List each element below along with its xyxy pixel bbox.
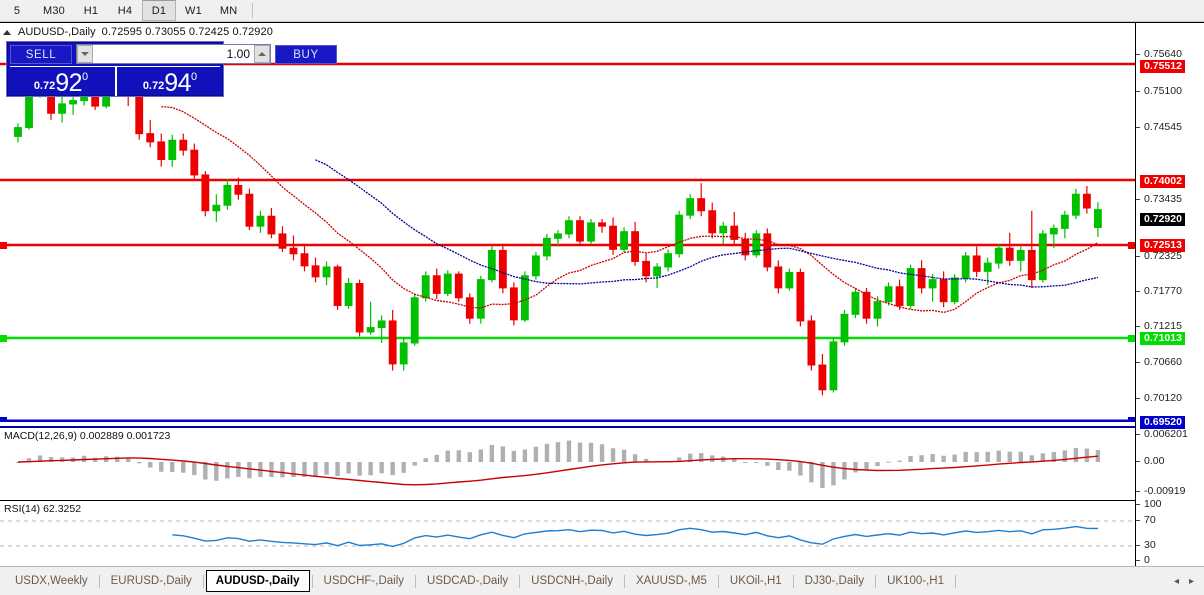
one-click-trading-panel[interactable]: SELL BUY 0.72 92 0 0.72 94 0 bbox=[6, 41, 337, 97]
sell-price-fraction: 0 bbox=[82, 71, 89, 83]
rsi-tick: 30 bbox=[1136, 539, 1204, 551]
tab-scroll-right-icon[interactable]: ▸ bbox=[1188, 575, 1194, 587]
timeframe-button-h1[interactable]: H1 bbox=[83, 4, 99, 17]
macd-canvas bbox=[15, 440, 1101, 488]
moving-average-slow bbox=[315, 159, 1099, 288]
macd-tick: 0.006201 bbox=[1136, 428, 1204, 440]
candlestick-series bbox=[14, 70, 1102, 396]
volume-input[interactable] bbox=[93, 45, 254, 63]
sell-price-prefix: 0.72 bbox=[33, 80, 56, 92]
price-tick: 0.72325 bbox=[1136, 250, 1204, 262]
tab-divider bbox=[311, 574, 313, 588]
chart-tab-usdx-weekly[interactable]: USDX,Weekly bbox=[15, 575, 88, 587]
chart-tab-audusd-daily[interactable]: AUDUSD-,Daily bbox=[205, 570, 310, 592]
toolbar-divider bbox=[252, 3, 254, 18]
chart-tab-bar: USDX,Weekly EURUSD-,Daily AUDUSD-,Daily USD… bbox=[0, 566, 1204, 595]
macd-pane[interactable]: MACD(12,26,9) 0.002889 0.001723 bbox=[0, 426, 1135, 497]
price-chart-canvas bbox=[0, 62, 1135, 422]
timeframe-button-m5[interactable]: 5 bbox=[13, 4, 21, 17]
tab-divider bbox=[623, 574, 625, 588]
price-tick: 0.75100 bbox=[1136, 85, 1204, 97]
tab-divider bbox=[875, 574, 877, 588]
sell-price-quote[interactable]: 0.72 92 0 bbox=[7, 66, 115, 96]
sell-price-pips: 92 bbox=[55, 69, 83, 97]
tab-scroll-controls: ◂ ▸ bbox=[1174, 576, 1204, 587]
collapse-triangle-icon[interactable] bbox=[3, 29, 11, 35]
chart-tab-usdcnh-daily[interactable]: USDCNH-,Daily bbox=[531, 575, 613, 587]
rsi-pane[interactable]: RSI(14) 62.3252 bbox=[0, 500, 1135, 566]
price-label-resistance-2[interactable]: 0.74002 bbox=[1140, 175, 1185, 188]
chart-tab-usdchf-daily[interactable]: USDCHF-,Daily bbox=[323, 575, 405, 587]
tab-divider bbox=[792, 574, 794, 588]
buy-price-pips: 94 bbox=[164, 69, 192, 97]
price-tick: 0.70660 bbox=[1136, 356, 1204, 368]
timeframe-button-mn[interactable]: MN bbox=[219, 4, 238, 17]
buy-price-fraction: 0 bbox=[191, 71, 198, 83]
price-label-support[interactable]: 0.71013 bbox=[1140, 332, 1185, 345]
octp-quotes-row: 0.72 92 0 0.72 94 0 bbox=[7, 66, 223, 96]
volume-increase-icon[interactable] bbox=[254, 45, 270, 63]
tab-divider bbox=[519, 574, 521, 588]
buy-price-quote[interactable]: 0.72 94 0 bbox=[115, 66, 223, 96]
buy-button[interactable]: BUY bbox=[275, 44, 337, 64]
timeframe-button-d1[interactable]: D1 bbox=[142, 0, 176, 21]
macd-signal-line bbox=[17, 455, 1098, 486]
tab-divider bbox=[717, 574, 719, 588]
price-tick: 0.75640 bbox=[1136, 48, 1204, 60]
macd-tick: 0.00 bbox=[1136, 455, 1204, 467]
price-tick: 0.73435 bbox=[1136, 193, 1204, 205]
timeframe-button-m30[interactable]: M30 bbox=[43, 4, 65, 17]
volume-stepper[interactable] bbox=[76, 44, 271, 64]
tab-divider bbox=[202, 574, 204, 588]
price-label-floor[interactable]: 0.69520 bbox=[1140, 416, 1185, 429]
chart-area[interactable]: AUDUSD-,Daily 0.72595 0.73055 0.72425 0.… bbox=[0, 22, 1204, 587]
chart-ohlc-values: 0.72595 0.73055 0.72425 0.72920 bbox=[101, 26, 273, 38]
rsi-tick: 100 bbox=[1136, 498, 1204, 510]
price-label-resistance-1[interactable]: 0.75512 bbox=[1140, 60, 1185, 73]
macd-tick: -0.00919 bbox=[1136, 485, 1204, 497]
sell-button[interactable]: SELL bbox=[10, 44, 72, 64]
chart-tab-usdcad-daily[interactable]: USDCAD-,Daily bbox=[427, 575, 509, 587]
octp-controls-row: SELL BUY bbox=[7, 42, 337, 66]
volume-decrease-icon[interactable] bbox=[77, 45, 93, 63]
price-label-resistance-3[interactable]: 0.72513 bbox=[1140, 239, 1185, 252]
chart-tab-xauusd-m5[interactable]: XAUUSD-,M5 bbox=[635, 575, 707, 587]
chart-tab-eurusd-daily[interactable]: EURUSD-,Daily bbox=[110, 575, 192, 587]
timeframe-button-h4[interactable]: H4 bbox=[117, 4, 133, 17]
price-tick: 0.71215 bbox=[1136, 320, 1204, 332]
rsi-canvas bbox=[0, 520, 1135, 548]
chart-title-bar: AUDUSD-,Daily 0.72595 0.73055 0.72425 0.… bbox=[3, 26, 273, 38]
price-tick: 0.70120 bbox=[1136, 392, 1204, 404]
tab-divider bbox=[954, 574, 956, 588]
price-axis[interactable]: 0.75640 0.75100 0.74545 0.73435 0.72325 … bbox=[1135, 23, 1204, 567]
tab-scroll-left-icon[interactable]: ◂ bbox=[1173, 575, 1179, 587]
timeframe-toolbar: 5 M30 H1 H4 D1 W1 MN bbox=[0, 0, 1204, 22]
horizontal-level-lines bbox=[0, 62, 1135, 422]
tab-divider bbox=[415, 574, 417, 588]
rsi-label: RSI(14) 62.3252 bbox=[4, 503, 82, 515]
macd-label: MACD(12,26,9) 0.002889 0.001723 bbox=[4, 430, 171, 442]
chart-tab-uk100-h1[interactable]: UK100-,H1 bbox=[887, 575, 944, 587]
chart-tab-ukoil-h1[interactable]: UKOil-,H1 bbox=[729, 575, 782, 587]
rsi-tick: 70 bbox=[1136, 514, 1204, 526]
rsi-tick: 0 bbox=[1136, 554, 1204, 566]
buy-price-prefix: 0.72 bbox=[142, 80, 165, 92]
timeframe-button-w1[interactable]: W1 bbox=[185, 4, 202, 17]
chart-symbol-label: AUDUSD-,Daily bbox=[18, 26, 96, 38]
price-pane[interactable] bbox=[0, 37, 1135, 422]
price-label-current: 0.72920 bbox=[1140, 213, 1185, 226]
tab-divider bbox=[98, 574, 100, 588]
macd-histogram bbox=[15, 440, 1101, 488]
price-tick: 0.71770 bbox=[1136, 285, 1204, 297]
chart-tab-dj30-daily[interactable]: DJ30-,Daily bbox=[804, 575, 865, 587]
rsi-line bbox=[172, 525, 1098, 548]
moving-average-fast bbox=[161, 105, 1099, 314]
price-tick: 0.74545 bbox=[1136, 121, 1204, 133]
